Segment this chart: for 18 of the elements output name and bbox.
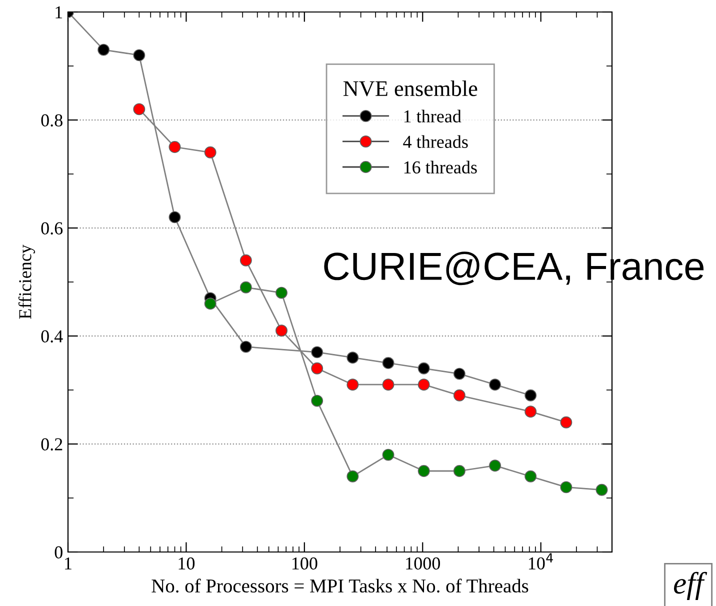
y-tick-label: 0.4 [41, 330, 63, 343]
x-tick-label: 10$^{4}$ [528, 553, 553, 570]
x-tick-label: 100 [292, 557, 318, 570]
x-tick-label: 1000 [406, 557, 440, 570]
y-axis-title: Efficiency [18, 244, 36, 319]
x-tick-label: 1 [65, 557, 72, 570]
y-tick-label: 0.8 [41, 114, 62, 127]
x-axis-title: No. of Processors = MPI Tasks x No. of Threads [152, 578, 528, 593]
y-tick-label: 1 [56, 6, 62, 18]
legend-label: 16 threads [404, 160, 477, 174]
legend-label: 4 threads [403, 135, 468, 148]
x-tick-label: 10 [178, 557, 195, 570]
legend-label: 1 thread [404, 110, 462, 122]
y-tick-label: 0.2 [41, 438, 62, 451]
y-tick-label: 0 [54, 546, 62, 558]
y-tick-label: 0.6 [41, 222, 63, 235]
text: eff [674, 572, 708, 600]
legend-title: NVE ensemble [343, 80, 478, 96]
